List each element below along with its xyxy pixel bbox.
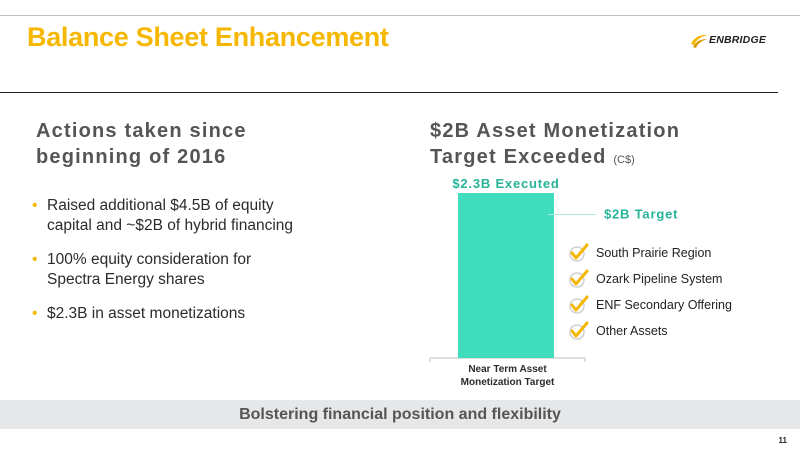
- left-heading: Actions taken since beginning of 2016: [36, 118, 247, 170]
- chart-category-label: Near Term Asset Monetization Target: [440, 363, 575, 389]
- top-rule: [0, 15, 800, 16]
- right-heading-line-2-text: Target Exceeded: [430, 146, 607, 168]
- checklist-label: ENF Secondary Offering: [596, 298, 732, 312]
- page-number: 11: [778, 436, 787, 445]
- checklist-label: South Prairie Region: [596, 246, 712, 260]
- bar-value-label: $2.3B Executed: [452, 176, 559, 191]
- bullet-line: $2.3B in asset monetizations: [47, 305, 246, 322]
- footer-band: Bolstering financial position and flexib…: [0, 400, 800, 429]
- header-rule: [0, 92, 778, 93]
- checklist-label: Ozark Pipeline System: [596, 272, 723, 286]
- checkmark-icon: [569, 321, 589, 340]
- target-label: $2B Target: [604, 207, 678, 222]
- bullet-dot: •: [32, 197, 38, 214]
- checklist-item: Ozark Pipeline System: [568, 266, 732, 292]
- checklist-item: Other Assets: [568, 318, 732, 344]
- checkmark-icon: [569, 243, 589, 262]
- logo-text: ENBRIDGE: [709, 34, 767, 46]
- footer-tagline: Bolstering financial position and flexib…: [239, 405, 561, 423]
- bullet-item: • 100% equity consideration for Spectra …: [32, 250, 392, 290]
- bullet-dot: •: [32, 251, 38, 268]
- checklist-label: Other Assets: [596, 324, 668, 338]
- bullet-line: 100% equity consideration for: [47, 251, 252, 268]
- bullet-dot: •: [32, 305, 38, 322]
- left-heading-line-2: beginning of 2016: [36, 146, 227, 168]
- currency-unit: (C$): [613, 154, 635, 166]
- right-heading-line-1: $2B Asset Monetization: [430, 120, 681, 142]
- enbridge-logo: ENBRIDGE: [688, 29, 766, 51]
- checklist-item: ENF Secondary Offering: [568, 292, 732, 318]
- enbridge-logo-icon: [691, 34, 708, 48]
- left-heading-line-1: Actions taken since: [36, 120, 247, 142]
- chart-bar: [458, 193, 554, 358]
- bullet-line: Raised additional $4.5B of equity: [47, 197, 274, 214]
- checkmark-icon: [569, 269, 589, 288]
- category-label-text: Near Term Asset Monetization Target: [460, 364, 555, 388]
- bullet-line: Spectra Energy shares: [47, 271, 205, 288]
- actions-bullet-list: • Raised additional $4.5B of equity capi…: [32, 196, 392, 338]
- right-heading-line-2: Target Exceeded (C$): [430, 144, 680, 173]
- bullet-item: • $2.3B in asset monetizations: [32, 304, 392, 324]
- bullet-line: capital and ~$2B of hybrid financing: [47, 217, 294, 234]
- checklist-item: South Prairie Region: [568, 240, 732, 266]
- checkmark-icon: [569, 295, 589, 314]
- slide-title: Balance Sheet Enhancement: [27, 22, 389, 52]
- asset-checklist: South Prairie Region Ozark Pipeline Syst…: [568, 240, 732, 344]
- bullet-item: • Raised additional $4.5B of equity capi…: [32, 196, 392, 236]
- right-heading: $2B Asset Monetization Target Exceeded (…: [430, 118, 680, 173]
